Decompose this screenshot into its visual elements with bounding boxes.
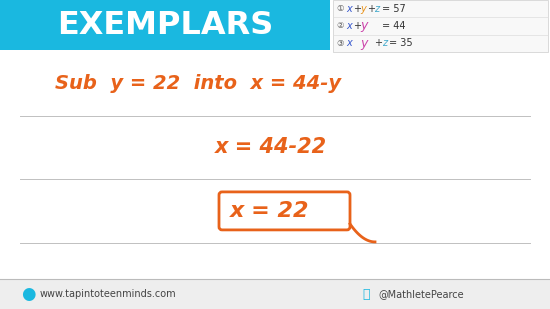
- Text: 🐦: 🐦: [362, 287, 370, 300]
- Text: y: y: [360, 4, 366, 14]
- Text: ②: ②: [336, 22, 344, 31]
- Text: ●: ●: [21, 285, 35, 303]
- Text: x = 22: x = 22: [230, 201, 310, 221]
- Text: ③: ③: [336, 39, 344, 48]
- Text: Sub  y = 22  into  x = 44-y: Sub y = 22 into x = 44-y: [55, 74, 341, 93]
- Text: ①: ①: [336, 4, 344, 13]
- Text: y: y: [360, 19, 367, 32]
- Text: EXEMPLARS: EXEMPLARS: [57, 10, 273, 40]
- Text: = 35: = 35: [389, 38, 412, 48]
- Text: +: +: [353, 4, 361, 14]
- Text: x: x: [346, 38, 352, 48]
- Text: +: +: [353, 21, 361, 31]
- Bar: [0, 279, 550, 309]
- Text: +: +: [367, 4, 375, 14]
- Text: +: +: [374, 38, 382, 48]
- Text: z: z: [374, 4, 379, 14]
- Text: x = 44-22: x = 44-22: [215, 137, 327, 157]
- Bar: [333, 0, 548, 52]
- Text: = 44: = 44: [382, 21, 405, 31]
- Text: y: y: [360, 37, 367, 50]
- Text: x: x: [346, 4, 352, 14]
- Text: @MathletePearce: @MathletePearce: [378, 289, 464, 299]
- Text: z: z: [382, 38, 387, 48]
- Text: x: x: [346, 21, 352, 31]
- Text: www.tapintoteenminds.com: www.tapintoteenminds.com: [40, 289, 177, 299]
- Text: = 57: = 57: [382, 4, 406, 14]
- Bar: [0, 0, 330, 50]
